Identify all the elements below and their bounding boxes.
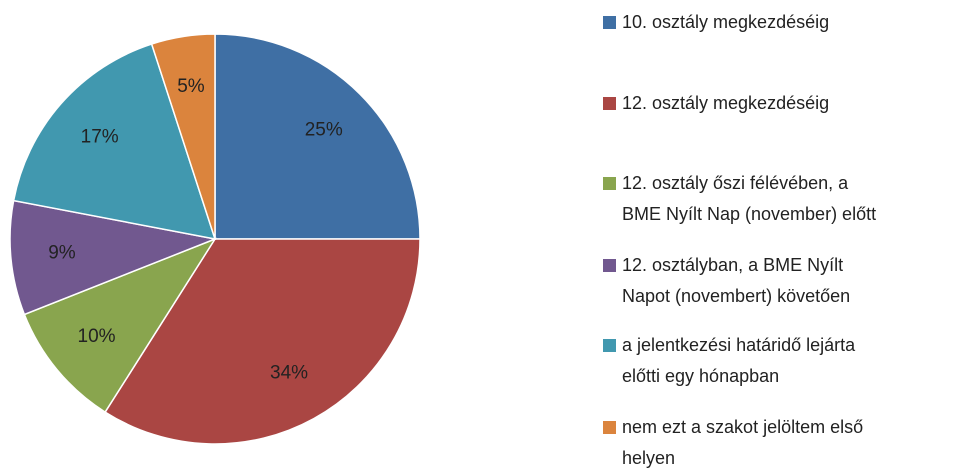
legend-swatch [603, 421, 616, 434]
data-label: 9% [48, 242, 76, 263]
pie-slice [214, 33, 421, 240]
legend-swatch [603, 259, 616, 272]
legend-label: 12. osztályban, a BME Nyílt Napot (novem… [622, 255, 851, 306]
pie-slice [9, 199, 218, 316]
legend-item: 12. osztály őszi félévében, a BME Nyílt … [603, 168, 876, 230]
legend-item: 12. osztályban, a BME Nyílt Napot (novem… [603, 250, 850, 312]
legend-item: 12. osztály megkezdéséig [603, 88, 829, 119]
legend-item: 10. osztály megkezdéséig [603, 7, 829, 38]
legend-swatch [603, 16, 616, 29]
legend-swatch [603, 177, 616, 190]
data-label: 17% [81, 126, 119, 147]
legend-label: 10. osztály megkezdéséig [622, 12, 830, 32]
legend-label: nem ezt a szakot jelöltem első helyen [622, 417, 864, 468]
pie-slice [150, 33, 216, 240]
legend-label: 12. osztály őszi félévében, a BME Nyílt … [622, 173, 877, 224]
legend-item: nem ezt a szakot jelöltem első helyen [603, 412, 863, 474]
pie-slice [12, 43, 217, 240]
data-label: 5% [177, 76, 205, 97]
data-label: 10% [78, 326, 116, 347]
legend-swatch [603, 339, 616, 352]
pie-slice [104, 238, 421, 445]
legend-swatch [603, 97, 616, 110]
legend-label: 12. osztály megkezdéséig [622, 93, 830, 113]
legend-label: a jelentkezési határidő lejárta előtti e… [622, 335, 856, 386]
data-label: 25% [305, 119, 343, 140]
chart: 25% 34% 10% 9% 17% 5% [9, 33, 421, 445]
data-label: 34% [270, 363, 308, 384]
legend-item: a jelentkezési határidő lejárta előtti e… [603, 330, 855, 392]
pie-slice [23, 237, 217, 414]
